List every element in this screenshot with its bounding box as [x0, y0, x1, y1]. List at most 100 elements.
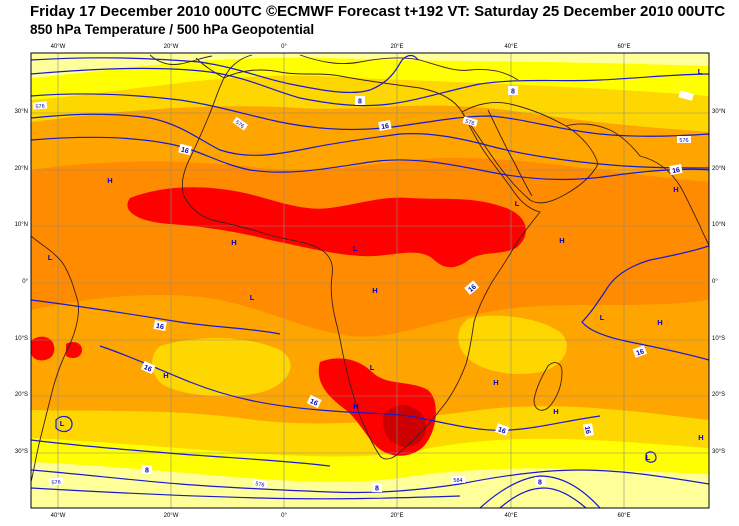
lon-tick-label: 0°: [281, 44, 287, 50]
svg-text:16: 16: [309, 398, 319, 408]
contour-label: 8: [355, 96, 365, 106]
contour-label: 576: [48, 477, 64, 487]
lat-tick-label: 10°N: [712, 222, 725, 228]
contour-label: 16: [669, 164, 683, 175]
top-lon-labels: 40°W 20°W 0° 20°E 40°E 60°E: [51, 44, 631, 50]
svg-text:16: 16: [467, 284, 478, 294]
cool-patch-indian-ocean: [458, 315, 567, 374]
low-pressure-marker: L: [250, 293, 255, 302]
contour-label: 16: [140, 360, 156, 375]
low-pressure-marker: L: [515, 199, 520, 208]
low-pressure-marker: L: [353, 244, 358, 253]
geopotential-contour: [581, 245, 709, 361]
svg-text:16: 16: [381, 123, 390, 131]
low-pressure-marker: L: [646, 453, 651, 462]
geopotential-contour: [31, 469, 709, 494]
lat-tick-label: 20°N: [712, 166, 725, 172]
svg-text:8: 8: [145, 468, 149, 475]
lat-tick-label: 20°S: [15, 392, 28, 398]
high-pressure-marker: H: [698, 433, 703, 442]
geopotential-contour: [31, 113, 709, 169]
svg-text:8: 8: [375, 486, 379, 493]
lat-tick-label: 20°N: [15, 166, 28, 172]
low-pressure-marker: L: [698, 67, 703, 76]
lat-tick-label: 10°S: [712, 336, 725, 342]
lon-tick-label: 0°: [281, 513, 287, 519]
temperature-field: [31, 53, 709, 508]
svg-text:584: 584: [453, 478, 462, 484]
hottest-band-north: [127, 187, 526, 268]
heat-core: [382, 405, 427, 447]
high-pressure-marker: H: [372, 286, 377, 295]
pressure-centers: H H H H H H H H H H H L L L L L L L L L: [48, 67, 704, 462]
contour-label: 576: [462, 116, 478, 127]
lat-tick-label: 30°N: [15, 109, 28, 115]
svg-text:16: 16: [180, 147, 189, 156]
geopotential-contour: [99, 345, 601, 431]
map-title: Friday 17 December 2010 00UTC ©ECMWF For…: [30, 3, 726, 20]
contour-label: 16: [378, 120, 392, 131]
lat-tick-label: 30°S: [712, 449, 725, 455]
red-sea-coastline: [487, 109, 533, 197]
high-pressure-marker: H: [493, 378, 498, 387]
europe-coastline: [149, 54, 213, 65]
svg-text:576: 576: [35, 104, 45, 111]
hot-patch-atlantic-2: [66, 342, 82, 358]
high-pressure-marker: H: [553, 407, 558, 416]
svg-text:16: 16: [635, 348, 645, 357]
svg-text:16: 16: [155, 323, 164, 331]
svg-text:16: 16: [672, 167, 681, 175]
high-pressure-marker: H: [673, 185, 678, 194]
contour-label: 16: [178, 143, 193, 156]
contour-label: 584: [451, 476, 465, 484]
contour-label: 16: [494, 423, 510, 436]
contour-label: 8: [508, 86, 518, 96]
low-pressure-marker: L: [370, 363, 375, 372]
geopotential-contour: [31, 67, 709, 107]
map-subtitle: 850 hPa Temperature / 500 hPa Geopotenti…: [30, 22, 315, 37]
lon-tick-label: 20°E: [390, 44, 403, 50]
svg-text:576: 576: [234, 120, 245, 130]
contour-label: 8: [372, 483, 382, 493]
hot-patch-atlantic: [31, 336, 55, 361]
lon-tick-label: 60°E: [617, 513, 630, 519]
lat-tick-label: 10°S: [15, 336, 28, 342]
geopotential-contour: [479, 475, 601, 508]
svg-text:576: 576: [255, 481, 265, 489]
contour-label: 576: [232, 116, 249, 131]
contour-label: 576: [32, 101, 48, 111]
geopotential-contour: [55, 415, 73, 433]
bottom-lon-labels: 40°W 20°W 0° 20°E 40°E 60°E: [51, 513, 631, 519]
geopotential-contour: [645, 451, 657, 463]
svg-text:576: 576: [679, 138, 688, 144]
svg-text:16: 16: [143, 364, 153, 374]
contour-label: 16: [632, 345, 648, 358]
lon-tick-label: 40°E: [504, 44, 517, 50]
contour-labels: 16 16 16 16 16 16 16 16 16 16 8 8 8 8 8: [32, 86, 694, 493]
svg-text:8: 8: [511, 89, 515, 96]
geopotential-contour: [499, 487, 587, 508]
geopotential-contour: [31, 439, 331, 467]
svg-text:576: 576: [51, 480, 61, 487]
contour-label: 8: [142, 465, 152, 475]
lat-tick-label: 0°: [712, 279, 718, 285]
high-pressure-marker: H: [231, 238, 236, 247]
right-lat-labels: 30°N 20°N 10°N 0° 10°S 20°S 30°S: [712, 109, 725, 455]
south-america-coastline: [31, 235, 79, 483]
india-coastline: [639, 155, 709, 247]
lon-tick-label: 20°W: [164, 513, 179, 519]
low-pressure-marker: L: [48, 253, 53, 262]
lon-tick-label: 20°E: [390, 513, 403, 519]
lon-tick-label: 20°W: [164, 44, 179, 50]
contour-label: 576: [252, 478, 268, 489]
lat-tick-label: 0°: [22, 279, 28, 285]
geopotential-contour: [31, 299, 281, 335]
geopotential-contour: [31, 487, 461, 500]
madagascar-coastline: [533, 362, 563, 411]
lon-tick-label: 40°W: [51, 513, 66, 519]
geopotential-contour: [31, 136, 709, 181]
lat-tick-label: 20°S: [712, 392, 725, 398]
contour-label: 16: [583, 423, 594, 437]
iberia-coastline: [195, 57, 225, 79]
